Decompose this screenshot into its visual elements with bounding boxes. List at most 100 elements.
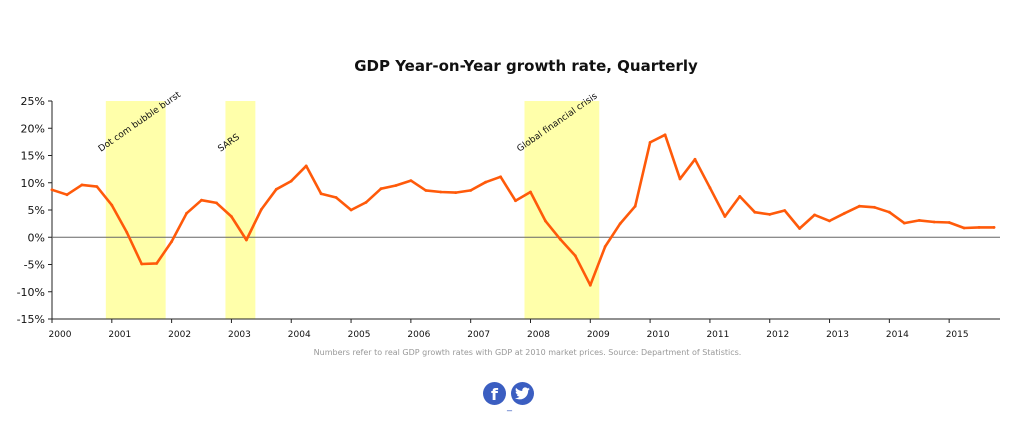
data-point	[170, 240, 174, 244]
data-point	[917, 219, 921, 222]
x-tick-label: 2012	[766, 330, 789, 340]
data-point	[962, 226, 966, 230]
x-tick-label: 2002	[168, 330, 191, 340]
y-tick-label: -10%	[17, 286, 45, 299]
data-point	[50, 188, 54, 192]
data-point	[334, 196, 338, 199]
data-point	[80, 183, 84, 187]
x-tick-label: 2013	[826, 330, 849, 340]
x-tick-label: 2000	[49, 330, 72, 340]
data-point	[200, 198, 203, 202]
y-tick-label: 20%	[21, 122, 45, 135]
event-band	[225, 101, 256, 319]
gdp-growth-line	[50, 133, 996, 287]
data-point	[843, 211, 846, 215]
y-tick-label: -15%	[17, 313, 45, 326]
data-point	[723, 215, 727, 218]
data-point	[992, 226, 996, 229]
data-point	[618, 222, 622, 226]
data-point	[394, 184, 398, 187]
data-point	[364, 201, 368, 204]
x-tick-label: 2014	[886, 330, 909, 340]
data-point	[678, 177, 682, 181]
data-point	[559, 238, 562, 241]
data-point	[648, 141, 652, 144]
data-point	[379, 187, 383, 191]
x-tick-label: 2015	[946, 330, 969, 340]
x-tick-label: 2011	[706, 330, 729, 340]
data-point	[902, 221, 906, 225]
x-tick-label: 2009	[587, 330, 610, 340]
data-point	[573, 254, 577, 258]
data-point	[693, 157, 697, 161]
x-tick-label: 2008	[527, 330, 550, 340]
data-point	[274, 187, 278, 191]
data-point	[259, 208, 263, 211]
data-point	[349, 208, 353, 212]
data-point	[663, 133, 667, 137]
data-point	[544, 219, 547, 223]
data-point	[95, 185, 99, 189]
data-point	[469, 189, 473, 192]
data-point	[514, 199, 517, 203]
data-point	[603, 245, 607, 248]
data-point	[783, 209, 787, 212]
data-point	[813, 213, 816, 217]
x-tick-label: 2003	[228, 330, 251, 340]
data-point	[155, 262, 159, 265]
y-tick-label: 25%	[21, 95, 45, 108]
x-tick-label: 2005	[348, 330, 371, 340]
data-point	[977, 226, 981, 229]
data-point	[125, 230, 129, 234]
x-tick-label: 2004	[288, 330, 311, 340]
data-point	[230, 215, 233, 218]
data-point	[289, 179, 293, 183]
data-point	[304, 164, 308, 168]
data-point	[588, 283, 592, 287]
data-point	[110, 203, 114, 207]
event-band	[524, 101, 600, 319]
data-point	[753, 210, 757, 214]
data-point	[947, 221, 951, 224]
y-tick-label: 0%	[28, 231, 45, 244]
data-point	[768, 213, 772, 216]
data-point	[529, 190, 532, 194]
data-point	[499, 175, 502, 179]
x-tick-label: 2001	[108, 330, 131, 340]
data-point	[439, 190, 443, 194]
x-tick-label: 2006	[407, 330, 430, 340]
data-point	[798, 227, 801, 230]
twitter-share-button[interactable]	[511, 382, 534, 405]
data-point	[424, 189, 428, 192]
data-point	[319, 192, 323, 196]
y-tick-label: 10%	[21, 177, 45, 190]
twitter-icon	[515, 387, 530, 400]
x-tick-label: 2010	[647, 330, 670, 340]
data-point	[633, 204, 637, 208]
source-note: Numbers refer to real GDP growth rates w…	[313, 348, 742, 357]
data-point	[888, 210, 891, 214]
data-point	[932, 220, 936, 224]
data-point	[828, 219, 831, 223]
data-point	[185, 211, 189, 215]
share-link-underscore[interactable]: _	[507, 401, 512, 412]
y-tick-label: -5%	[24, 259, 45, 272]
data-point	[858, 204, 861, 208]
chart-title: GDP Year-on-Year growth rate, Quarterly	[354, 57, 698, 75]
x-tick-label: 2007	[467, 330, 490, 340]
data-point	[215, 201, 218, 205]
facebook-share-button[interactable]: f	[483, 382, 506, 405]
y-tick-label: 5%	[28, 204, 45, 217]
data-point	[65, 193, 69, 197]
y-tick-label: 15%	[21, 150, 45, 163]
data-point	[409, 179, 413, 183]
facebook-icon: f	[491, 384, 498, 404]
data-point	[708, 186, 712, 190]
data-point	[873, 205, 876, 209]
data-point	[454, 191, 458, 195]
data-point	[484, 180, 487, 184]
data-point	[140, 262, 144, 266]
data-point	[738, 195, 742, 198]
data-point	[245, 238, 248, 242]
